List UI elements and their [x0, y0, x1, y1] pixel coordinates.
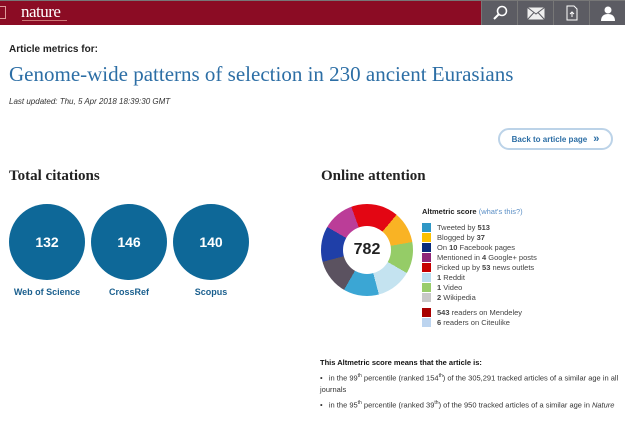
citation-circle: 132 — [9, 204, 85, 280]
legend-item[interactable]: 6 readers on Citeulike — [422, 317, 537, 327]
color-swatch — [422, 282, 431, 292]
metrics-label: Article metrics for: — [9, 44, 98, 55]
legend-item[interactable]: 2 Wikipedia — [422, 292, 537, 302]
search-button[interactable] — [481, 1, 517, 25]
color-swatch — [422, 242, 431, 252]
meaning-bullet: • in the 95th percentile (ranked 39th) o… — [320, 399, 615, 410]
citation-label[interactable]: Web of Science — [13, 287, 81, 297]
color-swatch — [422, 222, 431, 232]
color-swatch — [422, 317, 431, 327]
menu-button[interactable] — [0, 6, 6, 19]
account-button[interactable] — [589, 1, 625, 25]
download-icon — [566, 5, 577, 21]
total-citations-heading: Total citations — [9, 168, 100, 184]
score-meaning: This Altmetric score means that the arti… — [320, 357, 620, 410]
legend-item[interactable]: On 10 Facebook pages — [422, 242, 537, 252]
color-swatch — [422, 307, 431, 317]
altmetric-legend: Altmetric score (what's this?) Tweeted b… — [422, 207, 537, 327]
legend-text: 6 readers on Citeulike — [437, 317, 510, 327]
legend-text: 1 Video — [437, 282, 463, 292]
last-updated: Last updated: Thu, 5 Apr 2018 18:39:30 G… — [9, 97, 171, 106]
color-swatch — [422, 262, 431, 272]
altmetric-score-label: Altmetric score — [422, 207, 477, 216]
nature-logo[interactable]: nature — [21, 2, 61, 21]
search-icon — [492, 5, 507, 20]
altmetric-donut[interactable]: 782 — [321, 204, 413, 296]
legend-item[interactable]: 543 readers on Mendeley — [422, 307, 537, 317]
legend-text: Mentioned in 4 Google+ posts — [437, 252, 537, 262]
color-swatch — [422, 292, 431, 302]
user-icon — [600, 6, 615, 21]
meaning-bullet: • in the 99th percentile (ranked 154th) … — [320, 373, 619, 394]
citation-label[interactable]: CrossRef — [108, 287, 149, 297]
citation-circle: 146 — [91, 204, 167, 280]
color-swatch — [422, 232, 431, 242]
double-chevron-right-icon: » — [593, 133, 600, 145]
logo-tagline — [22, 20, 67, 21]
legend-text: 1 Reddit — [437, 272, 465, 282]
legend-text: Blogged by 37 — [437, 232, 485, 242]
back-label: Back to article page — [511, 134, 588, 144]
citation-label[interactable]: Scopus — [194, 287, 228, 297]
meaning-title: This Altmetric score means that the arti… — [320, 358, 482, 367]
whats-this-link[interactable]: (what's this?) — [478, 207, 523, 216]
legend-text: On 10 Facebook pages — [437, 242, 515, 252]
article-title: Genome-wide patterns of selection in 230… — [9, 62, 514, 86]
header: nature — [0, 0, 625, 25]
legend-text: Picked up by 53 news outlets — [437, 262, 535, 272]
citation-circle: 140 — [173, 204, 249, 280]
email-button[interactable] — [517, 1, 553, 25]
altmetric-score: 782 — [343, 226, 391, 274]
legend-item[interactable]: Mentioned in 4 Google+ posts — [422, 252, 537, 262]
legend-text: 2 Wikipedia — [437, 292, 476, 302]
back-to-article-button[interactable]: Back to article page » — [498, 128, 613, 150]
color-swatch — [422, 272, 431, 282]
mail-icon — [526, 6, 545, 20]
legend-item[interactable]: 1 Video — [422, 282, 537, 292]
legend-item[interactable]: Tweeted by 513 — [422, 222, 537, 232]
legend-text: 543 readers on Mendeley — [437, 307, 523, 317]
download-button[interactable] — [553, 1, 589, 25]
legend-item[interactable]: Blogged by 37 — [422, 232, 537, 242]
color-swatch — [422, 252, 431, 262]
legend-text: Tweeted by 513 — [437, 222, 490, 232]
legend-item[interactable]: 1 Reddit — [422, 272, 537, 282]
online-attention-heading: Online attention — [321, 168, 426, 184]
legend-item[interactable]: Picked up by 53 news outlets — [422, 262, 537, 272]
